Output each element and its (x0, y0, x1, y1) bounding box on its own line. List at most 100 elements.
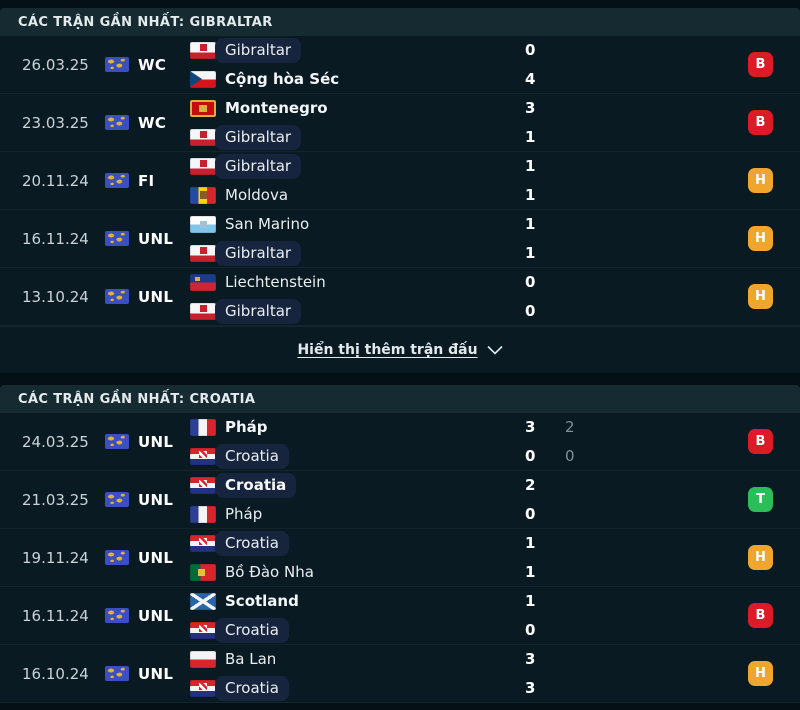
team-row: Pháp (190, 500, 525, 529)
flag-icon (190, 505, 216, 523)
competition: UNL (105, 607, 190, 625)
match-row[interactable]: 24.03.25 UNL Pháp Croatia 3 0 (0, 413, 800, 471)
match-row[interactable]: 16.11.24 UNL San Marino Gibraltar 1 (0, 210, 800, 268)
result-column: H (625, 168, 800, 193)
home-secondary-score: 2 (565, 417, 575, 436)
team-name: Croatia (215, 530, 289, 556)
competition-trophy-icon (105, 173, 129, 188)
match-row[interactable]: 26.03.25 WC Gibraltar Cộng hòa Séc 0 (0, 36, 800, 94)
match-date: 16.11.24 (22, 229, 89, 248)
team-name: Cộng hòa Séc (225, 69, 340, 88)
match-row[interactable]: 23.03.25 WC Montenegro Gibraltar 3 1 (0, 94, 800, 152)
away-secondary-score (565, 558, 625, 587)
competition-label: UNL (138, 287, 174, 306)
competition: WC (105, 114, 190, 132)
score-column: 0 4 (525, 36, 565, 94)
match-list: 24.03.25 UNL Pháp Croatia 3 0 (0, 413, 800, 703)
competition-trophy-icon (105, 115, 129, 130)
away-score: 1 (525, 127, 536, 146)
score-column: 2 0 (525, 471, 565, 529)
competition-label: UNL (138, 490, 174, 509)
matches-section: CÁC TRẬN GẦN NHẤT: GIBRALTAR 26.03.25 WC… (0, 8, 800, 373)
secondary-score-column (565, 645, 625, 703)
result-column: H (625, 226, 800, 251)
result-badge: T (748, 487, 773, 512)
flag-icon (190, 534, 216, 552)
section-title: CÁC TRẬN GẦN NHẤT: GIBRALTAR (18, 14, 273, 30)
team-name: Pháp (225, 504, 263, 523)
team-row: Cộng hòa Séc (190, 65, 525, 94)
section-header: CÁC TRẬN GẦN NHẤT: CROATIA (0, 385, 800, 413)
home-secondary-score (565, 94, 625, 123)
match-row[interactable]: 21.03.25 UNL Croatia Pháp 2 0 (0, 471, 800, 529)
home-secondary-score (565, 529, 625, 558)
away-score: 1 (525, 185, 536, 204)
result-badge: B (748, 110, 773, 135)
match-row[interactable]: 13.10.24 UNL Liechtenstein Gibraltar 0 (0, 268, 800, 326)
matches-section: CÁC TRẬN GẦN NHẤT: CROATIA 24.03.25 UNL … (0, 385, 800, 703)
away-score: 0 (525, 301, 536, 320)
away-score: 0 (525, 504, 536, 523)
home-score: 3 (525, 649, 536, 668)
teams: Pháp Croatia (190, 413, 525, 471)
competition: UNL (105, 549, 190, 567)
home-score: 3 (525, 98, 536, 117)
home-secondary-score (565, 645, 625, 674)
teams: Gibraltar Cộng hòa Séc (190, 36, 525, 94)
flag-icon (190, 418, 216, 436)
team-name: Gibraltar (215, 298, 302, 324)
away-secondary-score (565, 616, 625, 645)
match-date: 20.11.24 (22, 171, 89, 190)
competition: WC (105, 56, 190, 74)
match-date: 16.10.24 (22, 664, 89, 683)
competition-label: WC (138, 55, 167, 74)
away-secondary-score (565, 181, 625, 210)
show-more-link[interactable]: Hiển thị thêm trận đấu (297, 342, 503, 358)
result-column: H (625, 545, 800, 570)
team-name: Gibraltar (215, 153, 302, 179)
team-row: Montenegro (190, 94, 525, 123)
competition: UNL (105, 288, 190, 306)
secondary-score-column (565, 94, 625, 152)
score-column: 1 1 (525, 152, 565, 210)
result-column: B (625, 603, 800, 628)
secondary-score-column (565, 529, 625, 587)
match-row[interactable]: 16.10.24 UNL Ba Lan Croatia 3 3 (0, 645, 800, 703)
match-row[interactable]: 20.11.24 FI Gibraltar Moldova 1 1 (0, 152, 800, 210)
away-score: 4 (525, 69, 536, 88)
away-secondary-score (565, 65, 625, 94)
flag-icon (190, 476, 216, 494)
result-column: H (625, 284, 800, 309)
team-row: Bồ Đào Nha (190, 558, 525, 587)
away-secondary-score: 0 (565, 446, 575, 465)
team-row: Gibraltar (190, 36, 525, 65)
teams: San Marino Gibraltar (190, 210, 525, 268)
competition-label: UNL (138, 606, 174, 625)
home-secondary-score (565, 210, 625, 239)
chevron-down-icon (486, 345, 503, 355)
match-row[interactable]: 19.11.24 UNL Croatia Bồ Đào Nha 1 1 (0, 529, 800, 587)
flag-icon (190, 563, 216, 581)
competition: FI (105, 172, 190, 190)
match-row[interactable]: 16.11.24 UNL Scotland Croatia 1 0 (0, 587, 800, 645)
home-secondary-score (565, 587, 625, 616)
team-name: Croatia (215, 443, 289, 469)
flag-icon (190, 244, 216, 262)
away-score: 1 (525, 243, 536, 262)
team-row: Pháp (190, 413, 525, 442)
teams: Croatia Pháp (190, 471, 525, 529)
result-badge: B (748, 429, 773, 454)
away-score: 0 (525, 620, 536, 639)
section-title: CÁC TRẬN GẦN NHẤT: CROATIA (18, 391, 256, 407)
score-column: 3 0 (525, 413, 565, 471)
result-column: B (625, 110, 800, 135)
competition-label: WC (138, 113, 167, 132)
result-badge: H (748, 545, 773, 570)
flag-icon (190, 273, 216, 291)
competition-trophy-icon (105, 289, 129, 304)
match-date: 13.10.24 (22, 287, 89, 306)
team-row: Gibraltar (190, 297, 525, 326)
team-row: Gibraltar (190, 239, 525, 268)
flag-icon (190, 186, 216, 204)
flag-icon (190, 650, 216, 668)
